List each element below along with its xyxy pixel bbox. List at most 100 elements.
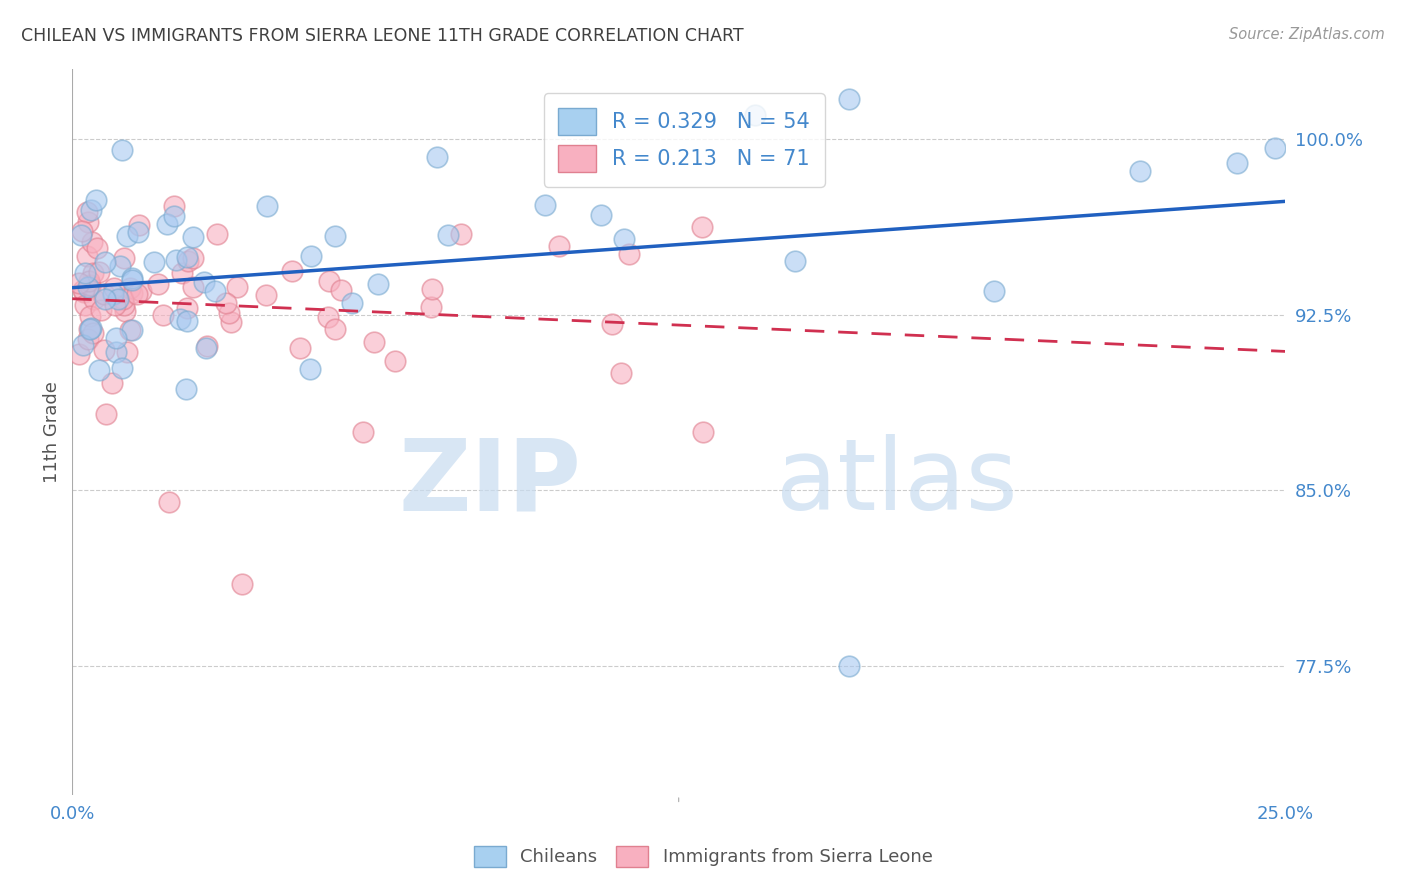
Point [384, 353, 406, 368]
Point [254, 288, 277, 302]
Point [76, 215, 98, 229]
Point [142, 255, 165, 269]
Legend: R = 0.329   N = 54, R = 0.213   N = 71: R = 0.329 N = 54, R = 0.213 N = 71 [544, 94, 825, 186]
Legend: Chileans, Immigrants from Sierra Leone: Chileans, Immigrants from Sierra Leone [467, 838, 939, 874]
Point [93, 343, 115, 357]
Point [80, 203, 103, 218]
Point [316, 310, 339, 324]
Point [79, 322, 101, 336]
Point [219, 315, 242, 329]
Point [76, 249, 98, 263]
Point [121, 273, 143, 287]
Point [89, 363, 111, 377]
Point [330, 283, 353, 297]
Point [983, 284, 1005, 298]
Point [288, 341, 311, 355]
Y-axis label: 11th Grade: 11th Grade [44, 381, 60, 483]
Point [437, 227, 460, 242]
Point [104, 331, 127, 345]
Point [610, 366, 633, 380]
Point [72, 338, 94, 352]
Point [420, 282, 443, 296]
Point [193, 276, 215, 290]
Point [75, 298, 97, 312]
Point [837, 92, 859, 106]
Point [70, 224, 93, 238]
Point [90, 302, 112, 317]
Point [170, 266, 193, 280]
Point [340, 296, 363, 310]
Point [115, 344, 138, 359]
Point [86, 242, 108, 256]
Point [87, 265, 110, 279]
Point [121, 285, 143, 300]
Point [323, 229, 346, 244]
Point [450, 227, 472, 241]
Point [67, 276, 90, 290]
Point [163, 199, 186, 213]
Point [117, 229, 139, 244]
Point [226, 280, 249, 294]
Point [120, 323, 142, 337]
Point [744, 108, 766, 122]
Point [613, 232, 636, 246]
Point [617, 247, 640, 261]
Point [363, 334, 385, 349]
Point [94, 408, 117, 422]
Point [108, 259, 131, 273]
Point [600, 317, 623, 331]
Point [183, 251, 205, 265]
Point [165, 252, 187, 267]
Point [323, 322, 346, 336]
Point [692, 425, 714, 439]
Point [80, 235, 103, 250]
Point [77, 321, 100, 335]
Point [75, 266, 97, 280]
Point [1264, 141, 1286, 155]
Point [70, 228, 93, 243]
Point [77, 279, 100, 293]
Point [215, 295, 238, 310]
Text: ZIP: ZIP [399, 434, 582, 531]
Point [169, 312, 191, 326]
Point [195, 339, 218, 353]
Point [112, 292, 135, 306]
Point [104, 344, 127, 359]
Point [591, 208, 613, 222]
Point [352, 425, 374, 439]
Point [548, 239, 571, 253]
Point [79, 309, 101, 323]
Point [121, 270, 143, 285]
Point [318, 273, 340, 287]
Point [76, 205, 98, 219]
Point [837, 659, 859, 673]
Point [176, 250, 198, 264]
Point [79, 278, 101, 293]
Point [79, 321, 101, 335]
Point [157, 495, 180, 509]
Point [107, 293, 129, 307]
Point [690, 219, 713, 234]
Point [419, 300, 441, 314]
Point [181, 280, 204, 294]
Point [121, 323, 143, 337]
Point [79, 279, 101, 293]
Point [112, 298, 135, 312]
Point [426, 150, 449, 164]
Point [111, 144, 134, 158]
Point [152, 309, 174, 323]
Point [299, 249, 322, 263]
Point [127, 287, 149, 301]
Point [82, 326, 104, 340]
Point [67, 347, 90, 361]
Point [128, 218, 150, 232]
Point [112, 251, 135, 265]
Point [76, 279, 98, 293]
Point [176, 382, 198, 396]
Point [131, 284, 153, 298]
Point [299, 362, 322, 376]
Point [280, 264, 302, 278]
Point [176, 314, 198, 328]
Text: Source: ZipAtlas.com: Source: ZipAtlas.com [1229, 27, 1385, 42]
Point [156, 217, 179, 231]
